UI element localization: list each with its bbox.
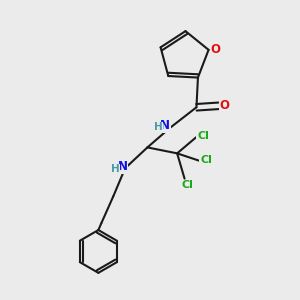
Text: Cl: Cl (181, 180, 193, 190)
Text: H: H (111, 164, 120, 174)
Text: Cl: Cl (197, 131, 209, 141)
Text: Cl: Cl (200, 155, 212, 165)
Text: O: O (220, 99, 230, 112)
Text: N: N (160, 119, 170, 132)
Text: H: H (154, 122, 163, 133)
Text: N: N (118, 160, 128, 173)
Text: O: O (210, 43, 220, 56)
